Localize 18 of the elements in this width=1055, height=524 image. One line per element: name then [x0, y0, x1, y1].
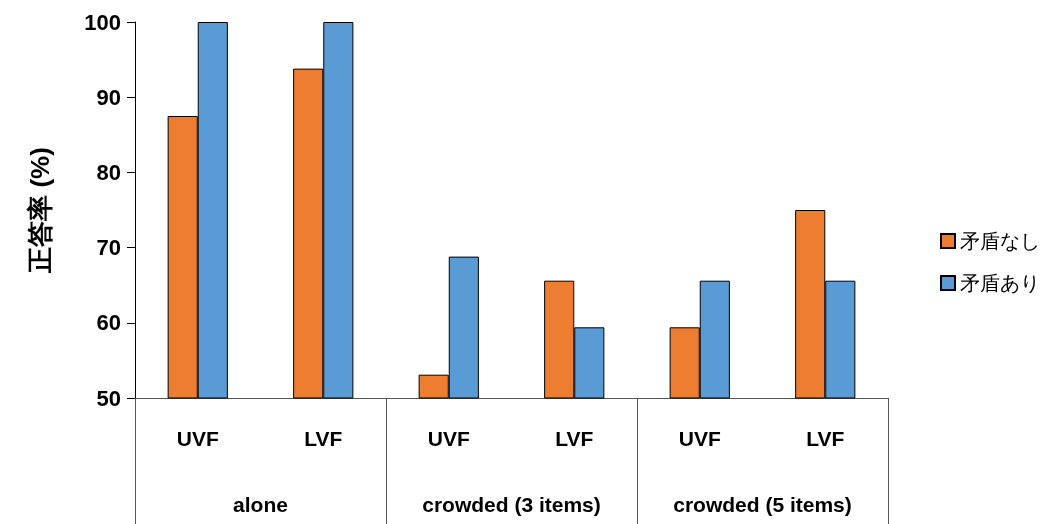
- text: crowded (3 items): [422, 493, 601, 516]
- x-tick-label: UVF: [678, 427, 721, 450]
- x-tick-label: LVF: [555, 427, 594, 450]
- y-axis-title: 正答率 (%): [25, 147, 55, 274]
- y-tick-label: 70: [96, 235, 121, 261]
- x-tick-label: LVF: [806, 427, 845, 450]
- text: crowded (5 items): [673, 493, 852, 516]
- legend-label: 矛盾あり: [960, 272, 1040, 294]
- legend-label: 矛盾なし: [960, 230, 1040, 252]
- y-tick-label: 90: [96, 84, 121, 110]
- y-tick-label: 60: [96, 310, 121, 336]
- y-tick-label: 100: [84, 9, 121, 35]
- x-tick-label: UVF: [176, 427, 219, 450]
- y-tick-label: 80: [96, 159, 121, 185]
- y-tick-label: 50: [96, 385, 121, 411]
- x-tick-label: UVF: [427, 427, 470, 450]
- text: alone: [233, 493, 288, 516]
- x-tick-label: LVF: [304, 427, 343, 450]
